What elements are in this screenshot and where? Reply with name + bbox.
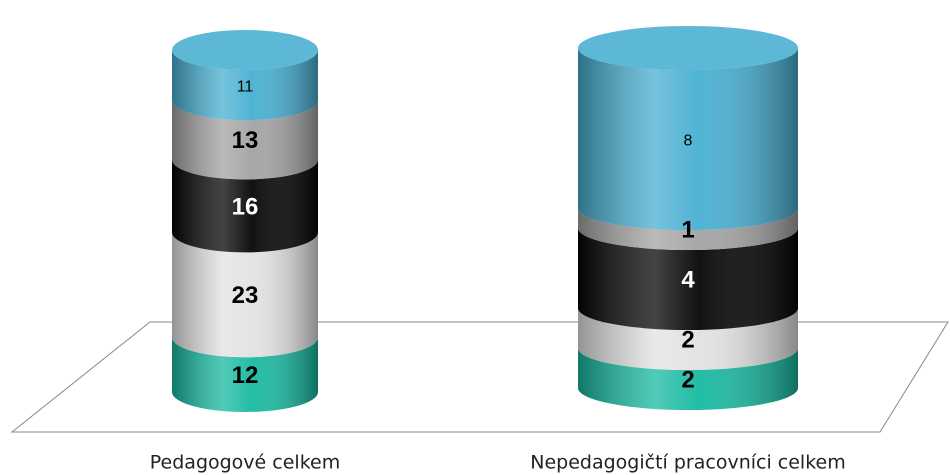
value-label: 13 [232,127,259,154]
value-label: 11 [237,78,254,95]
value-label: 1 [681,217,694,244]
shading [172,159,318,253]
value-label: 2 [681,367,694,394]
value-label: 23 [232,282,259,309]
value-label: 2 [681,327,694,354]
value-label: 8 [684,132,693,149]
shading [578,48,798,230]
shading [172,337,318,412]
category-label: Pedagogové celkem [150,452,340,474]
cylinder-top [172,30,318,70]
category-label: Nepedagogičtí pracovníci celkem [530,452,845,474]
value-label: 12 [232,362,259,389]
cylinder-top-shade [172,30,318,70]
value-label: 4 [681,267,695,294]
value-label: 16 [232,193,259,220]
cylinder-top [578,26,798,70]
floor [10,321,949,433]
shading [172,232,318,358]
shading [578,308,798,370]
shading [578,348,798,410]
shading [172,50,318,121]
cylinder-top-shade [578,26,798,70]
shading [578,208,798,250]
shading [172,100,318,180]
shading [578,228,798,330]
